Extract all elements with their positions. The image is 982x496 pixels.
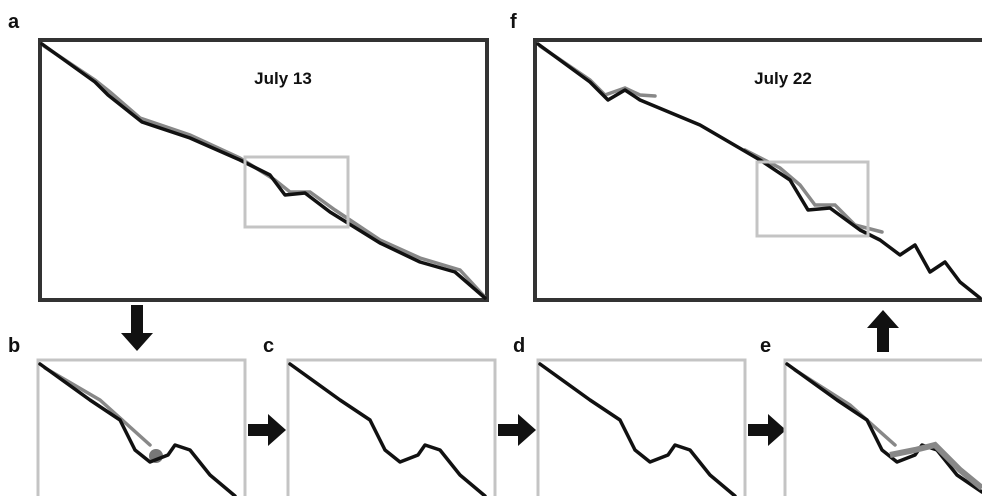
shoreline — [290, 364, 485, 496]
panel-label: e — [760, 335, 771, 357]
arrow-right — [248, 414, 286, 446]
panel-label: f — [510, 11, 517, 33]
panel-label: d — [513, 335, 525, 357]
panel-title: July 13 — [254, 69, 312, 88]
panel-label: a — [8, 11, 20, 33]
arrow-right — [498, 414, 536, 446]
shoreline — [540, 364, 735, 496]
arrow-right — [748, 414, 786, 446]
shoreline — [787, 364, 982, 492]
panel-title: July 22 — [754, 69, 812, 88]
arrow-down — [121, 305, 153, 351]
panel-label: c — [263, 335, 274, 357]
zoom-panel — [288, 360, 495, 496]
figure: a July 13 f July 22 b c d e — [0, 0, 982, 496]
zoom-panel — [538, 360, 745, 496]
arrow-up — [867, 310, 899, 352]
panel-label: b — [8, 335, 20, 357]
shoreline — [40, 364, 235, 496]
